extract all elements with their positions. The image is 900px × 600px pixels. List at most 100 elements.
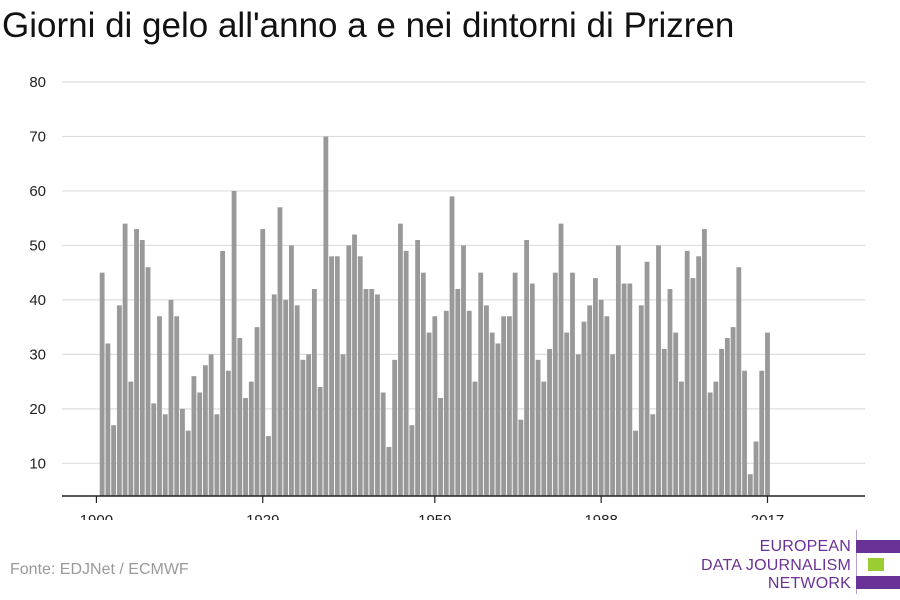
bar <box>529 283 535 496</box>
bar <box>690 278 696 496</box>
x-tick-label: 1900 <box>80 512 113 520</box>
x-tick-label: 2017 <box>751 512 784 520</box>
bar <box>168 299 174 496</box>
bar <box>598 299 604 496</box>
bar <box>506 316 512 496</box>
bar <box>610 354 616 496</box>
bar <box>495 343 501 496</box>
bar <box>615 245 621 496</box>
bar <box>455 289 461 496</box>
bar <box>266 436 271 496</box>
x-tick-label: 1988 <box>584 512 617 520</box>
bar <box>466 310 472 496</box>
bar <box>713 381 719 496</box>
bar <box>346 245 352 496</box>
bar <box>701 229 707 496</box>
bar <box>736 267 742 496</box>
bars <box>99 136 770 497</box>
logo-bar-green <box>868 558 884 571</box>
bar <box>329 256 334 496</box>
bar <box>650 414 656 496</box>
bar <box>409 425 415 496</box>
bar <box>185 430 191 496</box>
bar <box>139 239 145 496</box>
bar <box>679 381 684 496</box>
bar <box>512 272 518 496</box>
bar <box>742 370 747 496</box>
bar <box>564 332 570 496</box>
bar <box>231 190 237 496</box>
bar <box>621 283 627 496</box>
axes: 1900 1929 1959 1988 2017 <box>62 495 865 520</box>
bar <box>552 272 558 496</box>
bar <box>696 256 702 496</box>
logo-bar-purple-bottom <box>856 576 900 589</box>
bar <box>426 332 432 496</box>
logo-line-2: DATA JOURNALISM <box>701 557 851 574</box>
y-tick-label: 30 <box>29 346 46 363</box>
bar <box>162 414 168 496</box>
bar <box>363 289 369 496</box>
bar <box>638 305 644 496</box>
logo-divider <box>856 530 857 594</box>
bar <box>547 348 552 496</box>
bar <box>145 267 151 496</box>
bar <box>673 332 679 496</box>
bar <box>352 234 357 497</box>
bar <box>633 430 638 496</box>
chart-title: Giorni di gelo all'anno a e nei dintorni… <box>2 6 735 45</box>
bar <box>432 316 438 496</box>
bar <box>208 354 214 496</box>
bar <box>724 338 730 496</box>
bar <box>765 332 770 496</box>
bar <box>753 441 759 496</box>
bar <box>317 387 323 496</box>
bar <box>300 359 306 496</box>
bar <box>294 305 300 496</box>
bar <box>214 414 220 496</box>
bar <box>105 343 111 496</box>
bar <box>202 365 208 496</box>
bar <box>180 408 185 496</box>
bar <box>111 425 117 496</box>
bar <box>225 370 231 496</box>
bar <box>392 359 398 496</box>
bar <box>271 294 277 496</box>
bar <box>478 272 484 496</box>
y-tick-label: 60 <box>29 183 46 200</box>
bar <box>593 278 598 496</box>
bar <box>587 305 593 496</box>
bar <box>116 305 122 496</box>
bar <box>340 354 346 496</box>
bar <box>489 332 495 496</box>
bar <box>570 272 575 496</box>
bar-chart: 10 20 30 40 50 60 70 80 1900 1929 1959 1988 2017 <box>29 74 865 520</box>
y-tick-label: 40 <box>29 292 46 309</box>
bar <box>380 392 386 496</box>
bar <box>386 446 392 496</box>
bar <box>558 223 564 496</box>
bar <box>747 474 753 496</box>
bar <box>667 289 673 496</box>
bar <box>604 316 610 496</box>
bar <box>484 305 489 496</box>
bar <box>501 316 507 496</box>
bar <box>369 289 375 496</box>
edjnet-logo: EUROPEAN DATA JOURNALISM NETWORK <box>700 528 900 598</box>
bar <box>420 272 426 496</box>
logo-line-1: EUROPEAN <box>759 538 851 555</box>
bar <box>719 348 725 496</box>
bar <box>461 245 466 496</box>
y-tick-label: 70 <box>29 128 46 145</box>
bar <box>289 245 294 496</box>
bar <box>518 419 524 496</box>
bar <box>151 403 157 496</box>
bar <box>134 229 139 496</box>
bar <box>415 239 421 496</box>
y-tick-label: 80 <box>29 74 46 91</box>
logo-bar-purple-top <box>856 540 900 553</box>
bar <box>581 321 587 496</box>
bar <box>122 223 128 496</box>
bar <box>707 392 713 496</box>
logo-line-3: NETWORK <box>767 575 851 592</box>
